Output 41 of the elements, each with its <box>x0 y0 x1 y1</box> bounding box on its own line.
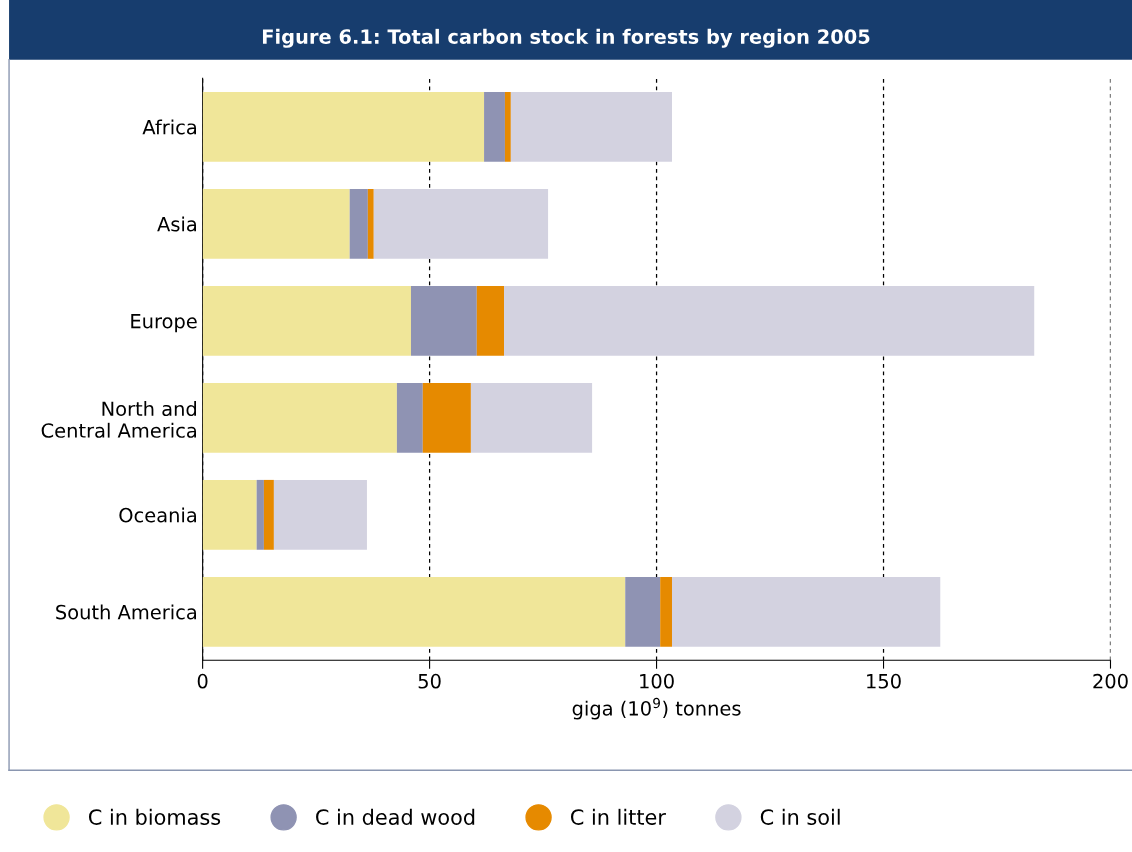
bar <box>476 285 505 356</box>
y-tick-label: Europe <box>131 314 197 333</box>
chart-title: Figure 6.1: Total carbon stock in forests by region 2005 <box>262 28 870 48</box>
bar <box>504 285 1035 356</box>
y-tick-label: Africa <box>142 119 196 135</box>
bar <box>510 91 672 162</box>
bar <box>202 576 626 647</box>
bar <box>410 285 477 356</box>
bar <box>660 576 672 647</box>
x-tick-label: 200 <box>1093 673 1128 689</box>
bar <box>202 382 397 453</box>
legend-label: C in soil <box>760 808 840 825</box>
bar <box>422 382 471 453</box>
bar <box>367 188 374 259</box>
y-tick-label: South America <box>56 604 196 620</box>
legend-label: C in biomass <box>88 808 221 825</box>
x-tick-label: 50 <box>418 673 441 689</box>
legend-label: C in dead wood <box>316 808 475 825</box>
y-tick-label: Oceania <box>119 507 196 523</box>
x-tick-label: 100 <box>640 673 674 689</box>
legend-label: C in litter <box>570 808 666 825</box>
x-axis-title: giga (10$^{9}$) tonnes <box>572 697 741 720</box>
bar <box>273 479 367 550</box>
bar <box>202 188 350 259</box>
bar <box>396 382 423 453</box>
y-tick-label: North and Central America <box>41 401 196 438</box>
x-tick-label: 0 <box>197 673 208 689</box>
bar <box>625 576 661 647</box>
bar <box>373 188 549 259</box>
y-tick-label: Asia <box>157 216 196 232</box>
x-tick-label: 150 <box>867 673 901 689</box>
bar <box>504 91 511 162</box>
bar <box>202 285 411 356</box>
bar <box>349 188 368 259</box>
bar <box>256 479 264 550</box>
bar <box>202 91 485 162</box>
bar <box>202 479 257 550</box>
bar <box>470 382 593 453</box>
bar <box>671 576 941 647</box>
bar <box>484 91 505 162</box>
bar <box>263 479 274 550</box>
